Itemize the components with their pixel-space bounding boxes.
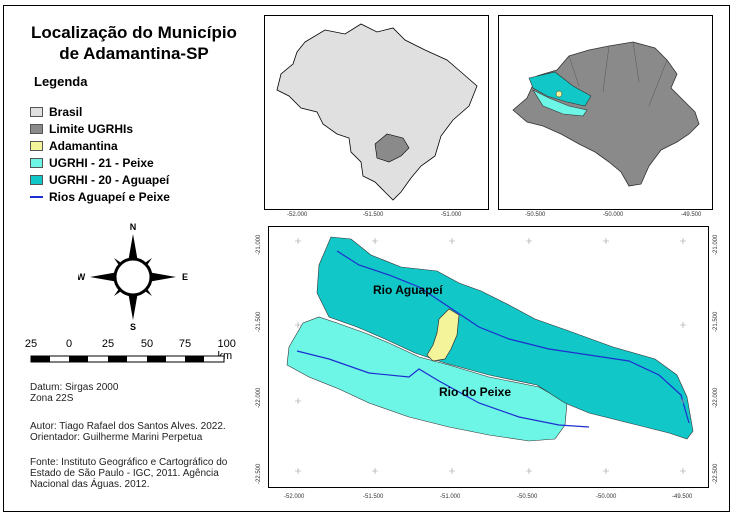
- legend-title: Legenda: [34, 74, 88, 89]
- legend-swatch-rios: [30, 195, 43, 198]
- brazil-map: [276, 23, 478, 201]
- scale-label: 25: [101, 338, 115, 350]
- peixe-ugrhi: [286, 316, 568, 442]
- scale-label: 75: [178, 338, 192, 350]
- adamantina-shape: [426, 308, 460, 362]
- legend-swatch-adamantina: [30, 140, 43, 151]
- legend-label: UGRHI - 20 - Aguapeí: [49, 172, 170, 187]
- scale-label: 25: [24, 338, 38, 350]
- inset-xtick: -51.000: [441, 212, 462, 218]
- map-title-line2: de Adamantina-SP: [59, 44, 209, 63]
- grid-crosses: [295, 238, 686, 474]
- main-ytick-right: -21.500: [713, 311, 719, 332]
- source-text: Fonte: Instituto Geográfico e Cartográfi…: [30, 457, 228, 468]
- legend-label: Rios Aguapeí e Peixe: [49, 189, 170, 204]
- map-frame: [3, 5, 730, 512]
- zone-text: Zona 22S: [30, 393, 74, 404]
- main-ytick-right: -22.000: [713, 387, 719, 408]
- main-xtick: -51.500: [363, 494, 384, 500]
- inset-xtick: -50.000: [603, 212, 624, 218]
- sao-paulo-ugrhis: [512, 41, 700, 187]
- legend-label: Brasil: [49, 104, 83, 119]
- map-title-line1: Localização do Município: [31, 23, 237, 42]
- legend-swatch-peixe: [30, 157, 43, 168]
- adamantina-inset: [555, 90, 563, 98]
- inset-xtick: -52.000: [287, 212, 308, 218]
- legend-swatch-ugrhi: [30, 123, 43, 134]
- legend: Brasil Limite UGRHIs Adamantina UGRHI - …: [30, 103, 170, 205]
- ugrhi-borders: [568, 41, 668, 107]
- inset-xtick: -50.500: [525, 212, 546, 218]
- scale-bar: 25 0 25 50 75 100 km: [22, 338, 267, 368]
- sao-paulo-shape: [374, 133, 410, 163]
- aguapei-inset: [528, 71, 592, 107]
- main-xtick: -50.000: [596, 494, 617, 500]
- legend-item-adamantina: Adamantina: [30, 137, 170, 154]
- main-ytick-right: -22.500: [713, 463, 719, 484]
- legend-label: Limite UGRHIs: [49, 121, 134, 136]
- label-rio-peixe: Rio do Peixe: [439, 385, 512, 399]
- datum-text: Datum: Sirgas 2000: [30, 382, 119, 393]
- source-text: Estado de São Paulo - IGC, 2011. Agência: [30, 468, 219, 479]
- inset-sao-paulo: -50.500 -50.000 -49.500: [498, 15, 713, 218]
- legend-item-peixe: UGRHI - 21 - Peixe: [30, 154, 170, 171]
- author-info: Autor: Tiago Rafael dos Santos Alves. 20…: [30, 421, 226, 443]
- main-xtick: -52.000: [284, 494, 305, 500]
- legend-label: UGRHI - 21 - Peixe: [49, 155, 154, 170]
- brazil-shape: [276, 23, 478, 201]
- source-text: Nacional das Águas. 2012.: [30, 479, 150, 490]
- scale-label: 50: [140, 338, 154, 350]
- main-xtick: -50.500: [517, 494, 538, 500]
- main-ytick-left: -21.500: [256, 311, 262, 332]
- compass-s: S: [130, 322, 136, 332]
- compass-e: E: [182, 272, 188, 282]
- main-ytick-left: -21.000: [256, 234, 262, 255]
- legend-item-aguapei: UGRHI - 20 - Aguapeí: [30, 171, 170, 188]
- compass-rose: N S W E: [78, 222, 188, 332]
- main-map-graphic: [286, 236, 694, 474]
- compass-w: W: [78, 272, 86, 282]
- compass-n: N: [130, 222, 137, 232]
- main-xtick: -49.500: [672, 494, 693, 500]
- map-title: Localização do Município de Adamantina-S…: [8, 22, 260, 64]
- legend-item-ugrhi: Limite UGRHIs: [30, 120, 170, 137]
- author-text: Autor: Tiago Rafael dos Santos Alves. 20…: [30, 421, 226, 432]
- main-ytick-left: -22.000: [256, 387, 262, 408]
- scale-label: 0: [65, 338, 73, 350]
- label-rio-aguapei: Rio Aguapeí: [373, 283, 443, 297]
- river-aguapei: [336, 250, 690, 424]
- legend-item-brasil: Brasil: [30, 103, 170, 120]
- datum-info: Datum: Sirgas 2000 Zona 22S: [30, 382, 118, 404]
- legend-label: Adamantina: [49, 138, 118, 153]
- advisor-text: Orientador: Guilherme Marini Perpetua: [30, 432, 203, 443]
- main-ytick-right: -21.000: [713, 234, 719, 255]
- main-ytick-left: -22.500: [256, 463, 262, 484]
- inset-xtick: -49.500: [681, 212, 702, 218]
- compass-icon: N S W E: [78, 222, 188, 332]
- legend-swatch-aguapei: [30, 174, 43, 185]
- sao-paulo-map: [512, 41, 700, 187]
- main-map: Rio Aguapeí Rio do Peixe: [268, 226, 709, 488]
- inset-brazil: -52.000 -51.500 -51.000: [264, 15, 489, 218]
- scale-bar-graphic: [30, 355, 225, 363]
- peixe-inset: [532, 89, 588, 117]
- inset-xtick: -51.500: [363, 212, 384, 218]
- source-info: Fonte: Instituto Geográfico e Cartográfi…: [30, 457, 227, 490]
- legend-item-rios: Rios Aguapeí e Peixe: [30, 188, 170, 205]
- river-peixe: [296, 350, 590, 428]
- main-xtick: -51.000: [440, 494, 461, 500]
- legend-swatch-brasil: [30, 106, 43, 117]
